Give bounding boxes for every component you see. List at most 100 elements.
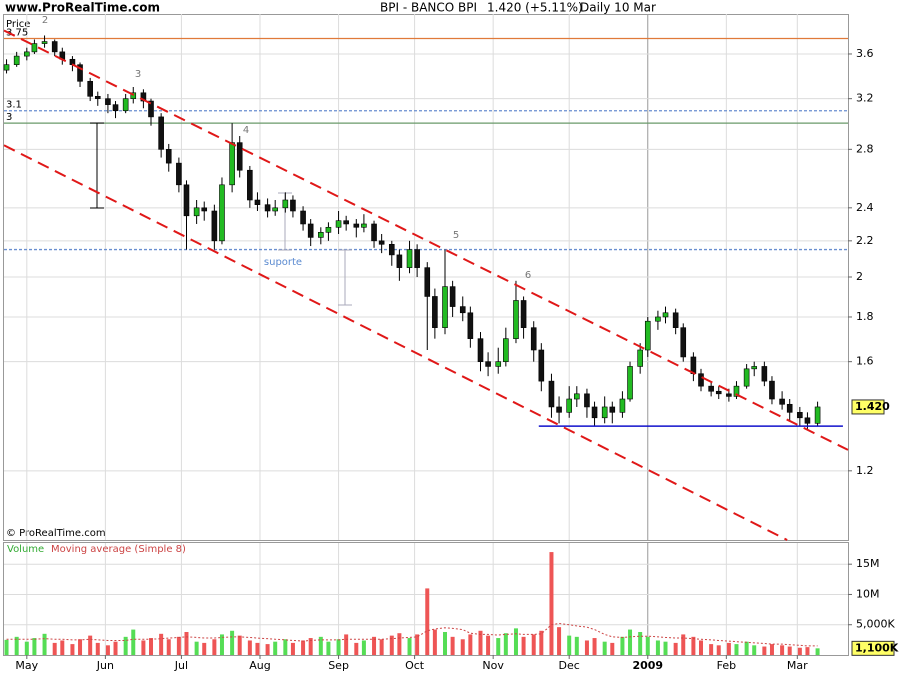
x-tick-label: Jul <box>174 659 188 672</box>
candle-body <box>566 398 573 413</box>
candle-body <box>183 184 190 217</box>
candle-body <box>574 393 580 400</box>
y-tick-label: 3.6 <box>856 47 874 60</box>
volume-bar <box>450 636 455 655</box>
candle-body <box>548 380 555 408</box>
volume-bar <box>95 642 100 655</box>
volume-title: Volume <box>7 544 44 555</box>
volume-bar <box>105 645 110 655</box>
candle-body <box>24 51 30 57</box>
candle-body <box>94 96 101 99</box>
candle-body <box>307 223 314 238</box>
candle-body <box>680 327 687 358</box>
y-tick-label: 1.6 <box>856 355 874 368</box>
annotation: 5 <box>453 230 459 241</box>
volume-bar <box>567 635 572 655</box>
candle-body <box>814 406 821 424</box>
y-tick-label: 1.8 <box>856 310 874 323</box>
candle-body <box>176 162 182 186</box>
y-tick-label: 1.2 <box>856 464 874 477</box>
volume-bar <box>290 642 295 655</box>
ma-title: Moving average (Simple 8) <box>51 544 186 555</box>
candle-body <box>644 320 651 351</box>
candle-body <box>779 398 785 405</box>
x-tick-label: Feb <box>717 659 736 672</box>
period: Daily 10 Mar <box>580 1 656 15</box>
volume-bar <box>539 630 544 655</box>
annotation: suporte <box>264 257 302 268</box>
candle-body <box>105 98 111 105</box>
volume-bar <box>726 642 731 655</box>
candle-body <box>495 361 502 367</box>
volume-bar <box>166 639 171 655</box>
x-tick-label: Dec <box>559 659 580 672</box>
volume-bar <box>326 641 331 655</box>
volume-bar <box>602 641 607 655</box>
candle-body <box>662 312 669 318</box>
candle-body <box>619 398 626 413</box>
candle-body <box>715 390 722 395</box>
volume-bar <box>425 588 430 655</box>
x-tick-label: Oct <box>405 659 425 672</box>
volume-bar <box>202 642 207 655</box>
candle-body <box>797 412 803 419</box>
volume-bar <box>673 642 678 655</box>
volume-bar <box>620 636 625 655</box>
y-tick-label: 2 <box>856 270 863 283</box>
volume-bar <box>584 640 589 655</box>
candle-body <box>77 64 83 82</box>
candle-body <box>804 417 811 424</box>
candle-body <box>140 92 147 102</box>
x-tick-label: May <box>15 659 38 672</box>
volume-bar <box>14 636 19 655</box>
volume-bar <box>141 640 146 655</box>
volume-bar <box>24 641 29 655</box>
y-axis-label: Price <box>6 19 30 30</box>
candle-body <box>41 41 48 44</box>
volume-bar <box>610 642 615 655</box>
volume-bar <box>496 638 501 655</box>
x-tick-label: Sep <box>328 659 349 672</box>
annotation: 2 <box>42 15 48 26</box>
candle-body <box>229 142 235 186</box>
volume-bar <box>698 640 703 655</box>
volume-bar <box>744 641 749 655</box>
price-change: 1.420 (+5.11%) <box>487 1 583 15</box>
source: www.ProRealTime.com <box>5 1 160 15</box>
annotation: 4 <box>243 125 249 136</box>
volume-bar <box>354 642 359 655</box>
y-tick-label: 10M <box>856 587 880 600</box>
candle-body <box>449 286 456 307</box>
volume-bar <box>184 631 189 655</box>
candle-body <box>31 43 38 53</box>
volume-bar <box>32 638 37 655</box>
candle-body <box>637 349 643 367</box>
volume-bar <box>88 635 93 655</box>
candle-body <box>743 368 750 387</box>
candle-body <box>87 80 93 97</box>
volume-bar <box>336 639 341 655</box>
volume-bar <box>468 634 473 655</box>
volume-bar <box>780 645 785 655</box>
candle-body <box>112 104 119 112</box>
candle-body <box>556 406 562 413</box>
candle-body <box>584 393 590 408</box>
volume-bar <box>592 638 597 655</box>
candle-body <box>477 338 484 362</box>
volume-bar <box>443 631 448 655</box>
volume-bar <box>344 634 349 655</box>
y-tick-label: 5,000K <box>856 618 895 631</box>
candle-body <box>655 316 661 322</box>
volume-bar <box>265 644 270 655</box>
volume-bar <box>531 634 536 655</box>
volume-bar <box>503 633 508 655</box>
y-tick-label: 2.4 <box>856 201 874 214</box>
candle-body <box>211 210 218 242</box>
volume-bar <box>273 641 278 655</box>
volume-bar <box>787 646 792 655</box>
candle-body <box>254 199 261 205</box>
volume-bar <box>149 638 154 655</box>
candle-body <box>343 220 349 225</box>
candle-body <box>325 226 332 233</box>
volume-bar <box>308 638 313 655</box>
